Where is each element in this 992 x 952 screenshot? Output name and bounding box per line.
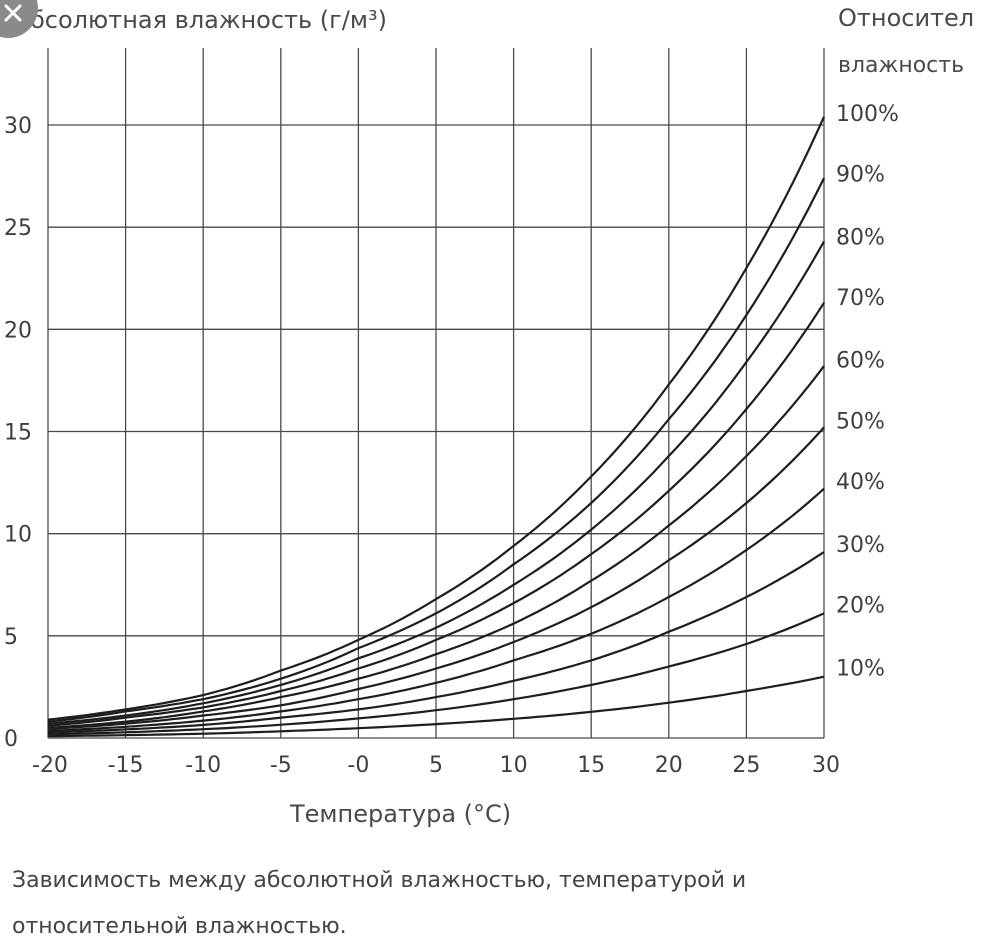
x-tick-label: -0 (347, 753, 369, 778)
y-tick-label: 20 (4, 318, 32, 343)
right-axis-title-line2: влажность (838, 53, 964, 78)
series-line-90pct (47, 177, 825, 723)
series-line-100pct (47, 116, 826, 721)
chart-series (47, 116, 826, 738)
series-line-70pct (47, 302, 825, 727)
x-tick-label: -5 (270, 753, 292, 778)
y-tick-labels: 0 5 10 15 20 25 30 (4, 114, 32, 752)
series-label: 60% (836, 349, 885, 374)
series-label: 100% (836, 102, 899, 127)
close-icon (4, 4, 22, 22)
series-label: 10% (836, 656, 885, 681)
right-axis-title-line1: Относител (838, 4, 974, 32)
series-label: 90% (836, 163, 885, 188)
x-tick-label: -15 (108, 753, 144, 778)
series-line-20pct (47, 612, 825, 736)
y-tick-label: 25 (4, 216, 32, 241)
x-tick-label: 5 (429, 753, 443, 778)
x-axis-title: Температура (°C) (289, 800, 511, 828)
y-tick-label: 15 (4, 421, 32, 446)
series-line-50pct (47, 426, 825, 730)
x-tick-label: -20 (32, 753, 68, 778)
y-tick-label: 5 (4, 625, 18, 650)
x-tick-label: -10 (185, 753, 221, 778)
x-tick-label: 30 (812, 753, 840, 778)
y-tick-label: 30 (4, 114, 32, 139)
series-line-10pct (47, 675, 825, 738)
y-tick-label: 10 (4, 523, 32, 548)
series-line-30pct (47, 551, 825, 734)
x-tick-labels: -20 -15 -10 -5 -0 5 10 15 20 25 30 (32, 753, 840, 778)
x-tick-label: 15 (577, 753, 605, 778)
series-label: 70% (836, 286, 885, 311)
series-line-60pct (47, 365, 825, 729)
caption-line-2: относительной влажностью. (12, 914, 347, 939)
y-tick-label: 0 (4, 727, 18, 752)
series-labels: 100% 90% 80% 70% 60% 50% 40% 30% 20% 10% (836, 102, 899, 681)
x-tick-label: 20 (655, 753, 683, 778)
series-line-40pct (47, 487, 825, 732)
series-label: 30% (836, 533, 885, 558)
series-label: 50% (836, 409, 885, 434)
series-label: 20% (836, 594, 885, 619)
x-tick-label: 10 (500, 753, 528, 778)
chart-grid (47, 48, 825, 739)
x-tick-label: 25 (732, 753, 760, 778)
series-label: 40% (836, 470, 885, 495)
series-line-80pct (47, 240, 825, 725)
caption-line-1: Зависимость между абсолютной влажностью,… (12, 868, 747, 893)
y-axis-title: бсолютная влажность (г/м³) (30, 6, 387, 34)
series-label: 80% (836, 225, 885, 250)
